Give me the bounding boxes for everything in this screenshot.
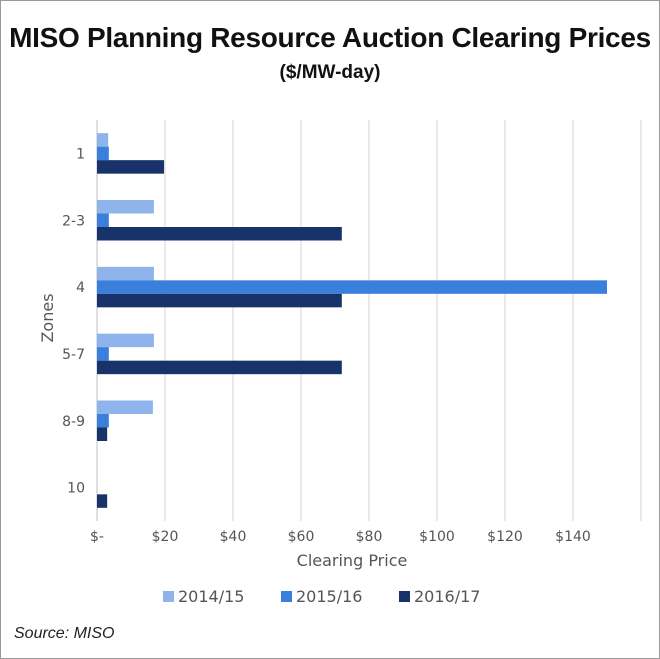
bars xyxy=(97,133,607,508)
x-tick-label: $20 xyxy=(152,529,179,545)
legend-swatch xyxy=(399,591,410,602)
x-axis-title: Clearing Price xyxy=(297,551,408,570)
y-tick-label: 5-7 xyxy=(62,347,85,363)
legend-label: 2014/15 xyxy=(178,587,244,606)
x-tick-label: $80 xyxy=(356,529,383,545)
bar-2014-15-zone-1 xyxy=(97,133,109,147)
bar-2015-16-zone-4 xyxy=(97,280,607,294)
y-tick-labels: 1 2-3 4 5-7 8-9 10 xyxy=(62,146,85,496)
bar-2015-16-zone-8-9 xyxy=(97,414,109,428)
bar-2014-15-zone-5-7 xyxy=(97,333,154,348)
bar-2014-15-zone-8-9 xyxy=(97,400,153,414)
y-tick-label: 4 xyxy=(76,280,85,296)
legend-swatch xyxy=(281,591,292,602)
bar-2015-16-zone-5-7 xyxy=(97,347,109,361)
x-tick-label: $140 xyxy=(555,529,591,545)
chart-title: MISO Planning Resource Auction Clearing … xyxy=(9,22,651,53)
y-tick-label: 8-9 xyxy=(62,414,85,430)
y-tick-label: 1 xyxy=(76,146,85,162)
bar-2015-16-zone-2-3 xyxy=(97,213,109,227)
bar-2016-17-zone-2-3 xyxy=(97,227,342,241)
bar-2014-15-zone-4 xyxy=(97,266,154,281)
legend: 2014/15 2015/16 2016/17 xyxy=(163,587,480,606)
bar-2016-17-zone-10 xyxy=(97,494,108,508)
bar-2016-17-zone-4 xyxy=(97,293,342,308)
bar-2015-16-zone-1 xyxy=(97,146,109,161)
x-tick-label: $40 xyxy=(220,529,247,545)
legend-label: 2015/16 xyxy=(296,587,362,606)
x-tick-label: $100 xyxy=(419,529,455,545)
bar-2016-17-zone-8-9 xyxy=(97,427,108,441)
x-tick-labels: $- $20 $40 $60 $80 $100 $120 $140 xyxy=(90,529,591,545)
chart-subtitle: ($/MW-day) xyxy=(279,62,381,83)
y-axis-title: Zones xyxy=(38,293,57,342)
x-tick-label: $60 xyxy=(288,529,315,545)
x-tick-label: $120 xyxy=(487,529,523,545)
bar-2014-15-zone-2-3 xyxy=(97,200,154,214)
y-tick-label: 10 xyxy=(67,481,85,497)
y-tick-label: 2-3 xyxy=(62,213,85,229)
source-note: Source: MISO xyxy=(14,625,115,642)
bar-2016-17-zone-5-7 xyxy=(97,360,342,375)
legend-label: 2016/17 xyxy=(414,587,480,606)
legend-swatch xyxy=(163,591,174,602)
gridlines xyxy=(96,120,642,521)
bar-2016-17-zone-1 xyxy=(97,160,165,174)
x-tick-label: $- xyxy=(90,529,104,545)
